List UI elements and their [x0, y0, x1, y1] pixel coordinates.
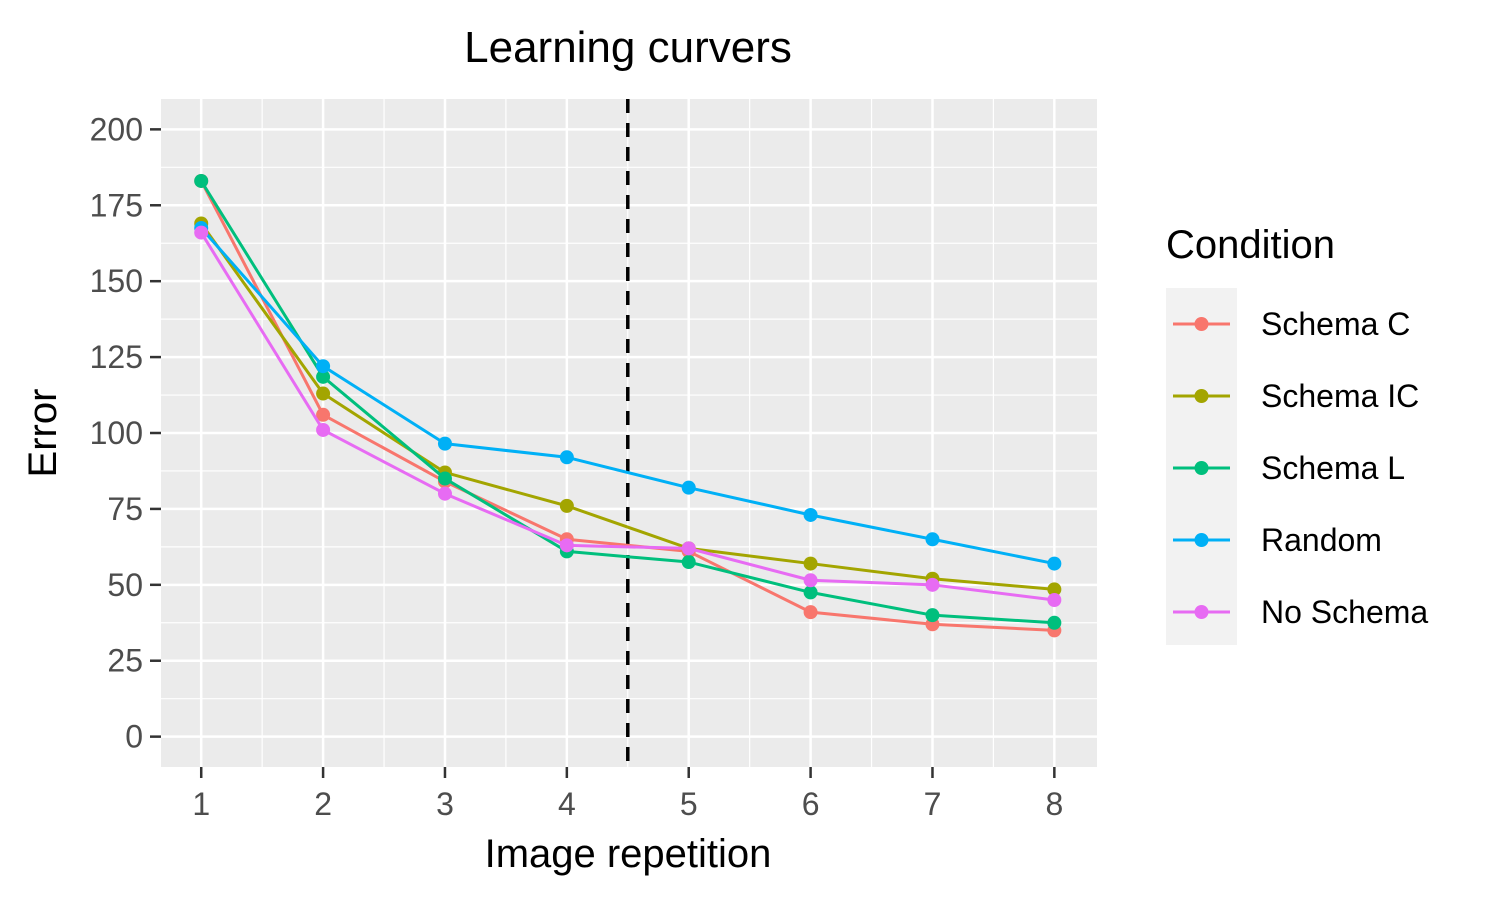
data-point-schema-l: [194, 173, 209, 188]
series-layer: [194, 173, 1062, 638]
data-point-no-schema: [925, 577, 940, 592]
legend-item-schema-ic: Schema IC: [1173, 378, 1419, 414]
data-point-random: [681, 480, 696, 495]
data-point-schema-ic: [559, 498, 574, 513]
y-tick-label: 150: [90, 263, 143, 299]
data-point-schema-l: [316, 369, 331, 384]
legend-key-point: [1194, 317, 1209, 331]
legend-title: Condition: [1166, 223, 1335, 267]
y-tick-label: 75: [107, 491, 143, 527]
data-point-no-schema: [316, 422, 331, 437]
series-line-schema-l: [199, 180, 1055, 625]
legend-key-point: [1194, 533, 1209, 547]
data-point-no-schema: [681, 541, 696, 556]
x-axis: 1 2 3 4 5 6 7 8: [192, 767, 1063, 822]
y-tick-label: 100: [90, 415, 143, 451]
legend-label: Schema IC: [1261, 378, 1419, 414]
legend-key-point: [1194, 389, 1209, 403]
data-point-random: [316, 359, 331, 374]
legend-items: Schema C Schema IC Schema L Random No Schema: [1173, 306, 1428, 630]
y-tick-label: 0: [125, 719, 143, 755]
data-point-schema-l: [925, 608, 940, 623]
x-axis-title: Image repetition: [485, 832, 772, 876]
data-point-schema-c: [803, 605, 818, 620]
legend-label: No Schema: [1261, 594, 1428, 630]
x-tick-label: 2: [314, 786, 332, 822]
y-axis: 0 25 50 75 100 125 150 175 200: [90, 111, 161, 755]
series-line-no-schema: [199, 231, 1055, 602]
legend-item-schema-c: Schema C: [1173, 306, 1410, 342]
x-tick-label: 1: [192, 786, 210, 822]
legend-key-point: [1194, 461, 1209, 475]
data-point-schema-l: [803, 585, 818, 600]
data-point-schema-l: [437, 471, 452, 486]
data-point-no-schema: [194, 225, 209, 240]
series-line-schema-c: [199, 180, 1055, 632]
series-line-schema-ic: [199, 222, 1055, 591]
data-point-random: [803, 507, 818, 522]
data-point-schema-l: [681, 555, 696, 570]
series-line-random: [200, 227, 1055, 566]
legend-label: Schema L: [1261, 450, 1405, 486]
y-tick-label: 175: [90, 187, 143, 223]
x-tick-label: 5: [680, 786, 698, 822]
y-tick-label: 25: [107, 643, 143, 679]
y-axis-title: Error: [21, 389, 65, 478]
series-no-schema: [194, 225, 1062, 607]
y-tick-label: 125: [90, 339, 143, 375]
legend-label: Schema C: [1261, 306, 1410, 342]
data-point-schema-ic: [316, 386, 331, 401]
data-point-schema-ic: [1047, 582, 1062, 597]
y-tick-label: 200: [90, 111, 143, 147]
x-tick-label: 7: [924, 786, 942, 822]
data-point-schema-l: [1047, 615, 1062, 630]
data-point-random: [1047, 556, 1062, 571]
data-point-no-schema: [803, 573, 818, 588]
data-point-no-schema: [437, 486, 452, 501]
legend-item-random: Random: [1173, 522, 1382, 558]
x-tick-label: 8: [1045, 786, 1063, 822]
data-point-random: [925, 532, 940, 547]
legend-label: Random: [1261, 522, 1382, 558]
x-tick-label: 4: [558, 786, 576, 822]
y-tick-label: 50: [107, 567, 143, 603]
legend-item-schema-l: Schema L: [1173, 450, 1405, 486]
legend-item-no-schema: No Schema: [1173, 594, 1428, 630]
legend-key-point: [1194, 605, 1209, 619]
series-schema-ic: [194, 216, 1062, 597]
data-point-no-schema: [559, 538, 574, 553]
legend: Condition Schema C Schema IC Schema L Rando…: [1166, 223, 1428, 645]
chart-title: Learning curvers: [464, 23, 792, 72]
x-tick-label: 3: [436, 786, 454, 822]
data-point-no-schema: [1047, 593, 1062, 607]
data-point-random: [559, 450, 574, 465]
series-random: [194, 221, 1062, 571]
data-point-schema-c: [316, 407, 331, 422]
data-point-schema-ic: [803, 556, 818, 571]
x-tick-label: 6: [802, 786, 820, 822]
data-point-random: [437, 436, 452, 451]
